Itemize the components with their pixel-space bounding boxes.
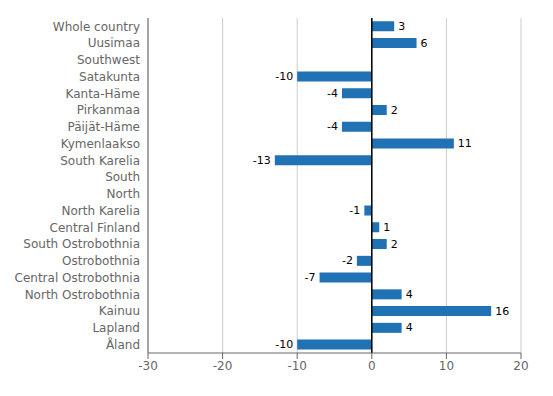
svg-text:16: 16 — [495, 305, 509, 318]
svg-text:-4: -4 — [327, 87, 338, 100]
svg-text:Kymenlaakso: Kymenlaakso — [61, 137, 140, 151]
svg-text:4: 4 — [406, 288, 413, 301]
svg-text:Whole country: Whole country — [53, 20, 140, 34]
svg-text:North Ostrobothnia: North Ostrobothnia — [25, 288, 140, 302]
svg-text:-2: -2 — [342, 254, 353, 267]
svg-text:Central Finland: Central Finland — [50, 221, 140, 235]
svg-text:2: 2 — [391, 238, 398, 251]
svg-text:Ostrobothnia: Ostrobothnia — [62, 254, 140, 268]
svg-text:North: North — [106, 187, 140, 201]
svg-text:Kanta-Häme: Kanta-Häme — [66, 87, 140, 101]
svg-text:-13: -13 — [253, 154, 271, 167]
svg-text:Satakunta: Satakunta — [79, 70, 140, 84]
svg-text:0: 0 — [368, 359, 376, 373]
svg-text:Pirkanmaa: Pirkanmaa — [77, 103, 140, 117]
svg-text:Kainuu: Kainuu — [99, 304, 140, 318]
svg-text:-10: -10 — [275, 338, 293, 351]
svg-text:3: 3 — [398, 20, 405, 33]
svg-text:-20: -20 — [213, 359, 233, 373]
svg-text:11: 11 — [458, 137, 472, 150]
svg-text:South Karelia: South Karelia — [60, 154, 140, 168]
svg-text:4: 4 — [406, 321, 413, 334]
svg-text:Åland: Åland — [106, 337, 140, 352]
svg-text:6: 6 — [421, 37, 428, 50]
svg-text:-7: -7 — [305, 271, 316, 284]
svg-text:Central Ostrobothnia: Central Ostrobothnia — [15, 271, 140, 285]
svg-text:Päijät-Häme: Päijät-Häme — [67, 120, 140, 134]
svg-text:2: 2 — [391, 104, 398, 117]
svg-text:20: 20 — [513, 359, 528, 373]
svg-text:-10: -10 — [275, 70, 293, 83]
svg-text:10: 10 — [439, 359, 454, 373]
svg-text:Southwest: Southwest — [77, 53, 140, 67]
svg-text:-4: -4 — [327, 120, 338, 133]
svg-text:South: South — [105, 170, 140, 184]
svg-text:Lapland: Lapland — [92, 321, 140, 335]
svg-text:Uusimaa: Uusimaa — [88, 36, 140, 50]
svg-text:South Ostrobothnia: South Ostrobothnia — [23, 237, 140, 251]
svg-text:-30: -30 — [138, 359, 158, 373]
svg-text:-1: -1 — [349, 204, 360, 217]
svg-text:-10: -10 — [287, 359, 307, 373]
svg-text:1: 1 — [383, 221, 390, 234]
svg-text:North Karelia: North Karelia — [62, 204, 140, 218]
